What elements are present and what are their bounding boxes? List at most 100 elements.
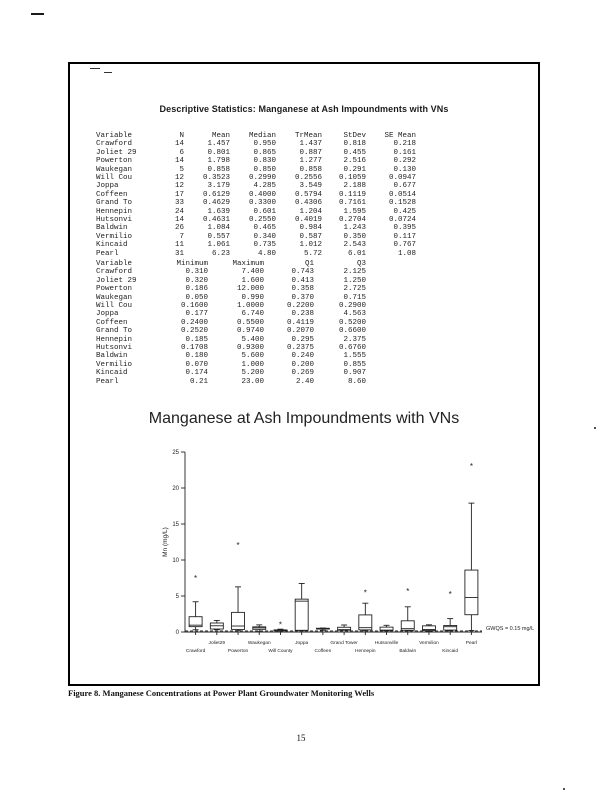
table-cell: Grand To	[96, 199, 133, 208]
box	[443, 625, 458, 631]
table-cell: 0.677	[393, 182, 416, 191]
table-cell: 0.743	[291, 268, 314, 277]
box	[400, 620, 415, 631]
table-cell: 0.887	[299, 148, 322, 157]
table-cell: 0.0724	[388, 216, 416, 225]
table-cell: 0.310	[185, 268, 208, 277]
table-cell: 0.2704	[338, 216, 366, 225]
table-cell: 0.990	[241, 293, 264, 302]
table-cell: 2.725	[343, 285, 366, 294]
table-row: Vermilio 7 0.557 0.340 0.587 0.350 0.117	[96, 233, 416, 241]
x-category-label: Grand Tower	[330, 640, 358, 646]
table-cell: 0.174	[185, 369, 208, 378]
table-cell: 0.6129	[202, 190, 230, 199]
table-cell: 0.180	[185, 352, 208, 361]
y-tick-label: 20	[172, 486, 179, 492]
x-category-label: Vermilion	[419, 640, 439, 646]
table-cell: 0.2990	[248, 174, 276, 183]
x-category-label: Coffeen	[315, 648, 332, 654]
table-cell: 0.4629	[202, 199, 230, 208]
table-cell: 1.600	[241, 276, 264, 285]
table-cell: 0.1528	[388, 199, 416, 208]
table-cell: Waukegan	[96, 293, 133, 302]
table-cell: Hennepin	[96, 207, 133, 216]
table-cell: 0.0947	[388, 174, 416, 183]
table-cell: 1.277	[299, 157, 322, 166]
table-cell: Hutsonvi	[96, 344, 133, 353]
table-cell: Baldwin	[96, 224, 128, 233]
table-cell: 0.358	[291, 285, 314, 294]
table-cell: 0.455	[343, 148, 366, 157]
table-cell: 0.295	[291, 335, 314, 344]
table-cell: 0.907	[343, 369, 366, 378]
table-cell: Waukegan	[96, 165, 133, 174]
table-cell: 0.0514	[388, 190, 416, 199]
table-cell: 0.855	[343, 360, 366, 369]
table-header-cell: Q3	[356, 260, 366, 268]
y-tick-label: 0	[176, 630, 180, 636]
table-cell: 0.395	[393, 224, 416, 233]
table-cell: 0.5200	[338, 318, 366, 327]
table-cell: 33	[174, 199, 184, 208]
table-cell: Coffeen	[96, 318, 128, 327]
page-number: 15	[296, 733, 306, 743]
x-category-label: Pearl	[466, 640, 477, 646]
table-cell: 0.830	[253, 157, 276, 166]
outlier-marker: *	[194, 574, 197, 583]
box	[337, 626, 352, 631]
scan-artifact	[90, 68, 100, 69]
table-cell: 0.818	[343, 140, 366, 149]
table-cell: 5.72	[303, 249, 322, 258]
table-cell: Crawford	[96, 268, 133, 277]
table-cell: 0.2900	[338, 302, 366, 311]
table-row: Pearl 0.21 23.00 2.40 8.60	[96, 378, 366, 386]
table-cell: 0.557	[207, 232, 230, 241]
table-cell: 0.2550	[248, 216, 276, 225]
table-header-cell: Median	[248, 132, 276, 140]
table-cell: 0.4019	[294, 216, 322, 225]
table-cell: 0.4000	[248, 190, 276, 199]
table-cell: 0.200	[291, 360, 314, 369]
table-cell: 0.117	[393, 232, 416, 241]
table-cell: 1.061	[207, 241, 230, 250]
table-cell: Hennepin	[96, 335, 133, 344]
table-cell: 0.185	[185, 335, 208, 344]
table-cell: 23.00	[241, 377, 264, 386]
table-cell: 4.285	[253, 182, 276, 191]
table-row: Powerton 14 1.798 0.830 1.277 2.516 0.292	[96, 157, 416, 165]
table-cell: 31	[174, 249, 184, 258]
table-cell: 0.350	[343, 232, 366, 241]
table-cell: 0.850	[253, 165, 276, 174]
outlier-marker: *	[279, 620, 282, 629]
table-cell: 0.5794	[294, 190, 322, 199]
table-cell: 24	[174, 207, 184, 216]
table-cell: 0.177	[185, 310, 208, 319]
table-cell: 8.60	[347, 377, 366, 386]
x-category-label: Waukegan	[248, 640, 271, 646]
outlier-marker: *	[364, 589, 367, 598]
stats-title: Descriptive Statistics: Manganese at Ash…	[159, 104, 449, 114]
box	[294, 598, 309, 631]
table-cell: 0.735	[253, 241, 276, 250]
table-cell: 2.375	[343, 335, 366, 344]
table-header-cell: TrMean	[294, 132, 322, 140]
table-row: Pearl 31 6.23 4.80 5.72 6.01 1.08	[96, 250, 416, 258]
table-cell: 0.291	[343, 165, 366, 174]
table-cell: Grand To	[96, 327, 133, 336]
table-row: Grand To 33 0.4629 0.3300 0.4306 0.7161 0.1528	[96, 199, 416, 207]
table-cell: 0.465	[253, 224, 276, 233]
table-cell: 2.516	[343, 157, 366, 166]
table-cell: 0.292	[393, 157, 416, 166]
table-cell: 0.1059	[338, 174, 366, 183]
table-cell: 1.000	[241, 360, 264, 369]
table-cell: 14	[174, 157, 184, 166]
stats-table-basic: Variable N Mean Median TrMean StDev SE Mean Cra…	[96, 132, 416, 258]
table-cell: 6.01	[347, 249, 366, 258]
table-cell: Kincaid	[96, 241, 128, 250]
table-cell: 12.000	[236, 285, 264, 294]
box	[231, 611, 245, 630]
y-axis-label: Mn (mg/L)	[162, 527, 169, 557]
table-row: Will Cou 0.1600 1.0000 0.2200 0.2900	[96, 302, 366, 310]
table-cell: 0.050	[185, 293, 208, 302]
table-header-cell: Variable	[96, 132, 133, 140]
